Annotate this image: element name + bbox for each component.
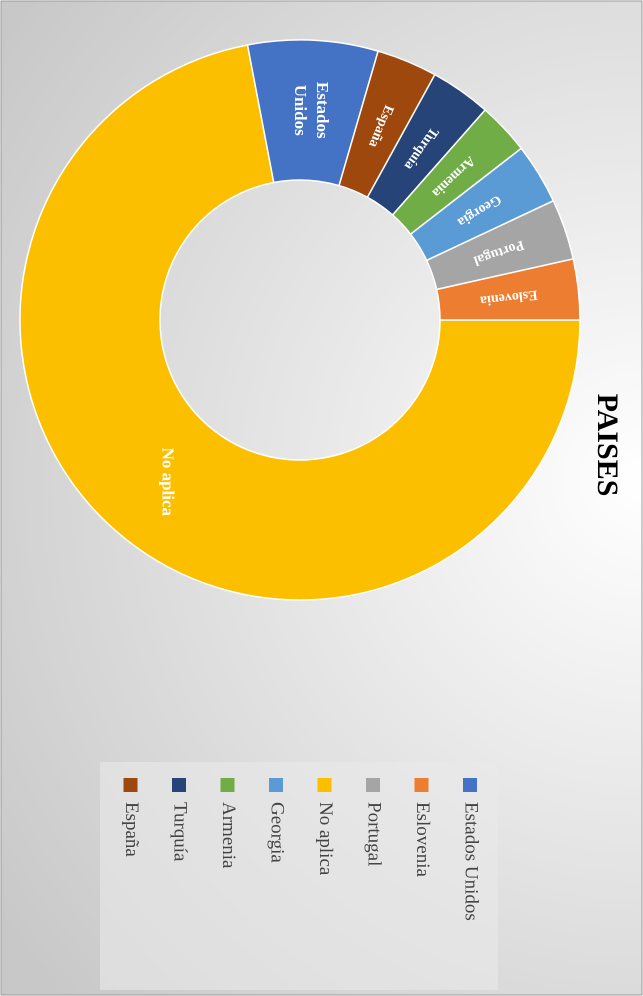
chart-title: PAISES	[591, 394, 624, 497]
legend-label: Eslovenia	[412, 802, 433, 877]
legend-marker	[463, 778, 477, 792]
slice-label: Unidos	[291, 85, 310, 136]
legend-label: España	[121, 802, 142, 857]
legend-marker	[123, 778, 138, 792]
legend-label: Georgia	[267, 802, 288, 863]
slice-label: Estados	[313, 82, 332, 139]
legend-marker	[317, 778, 332, 792]
slice-label: Eslovenia	[479, 287, 538, 308]
legend-marker	[220, 778, 235, 792]
legend-marker	[414, 778, 429, 792]
legend-marker	[172, 778, 186, 792]
slice-label: No aplica	[158, 448, 177, 517]
legend-box	[100, 762, 498, 990]
donut-slice	[19, 44, 581, 601]
legend-label: No aplica	[315, 802, 336, 876]
donut-slice	[435, 258, 581, 321]
legend-marker	[269, 778, 283, 792]
legend-label: Armenia	[218, 802, 239, 869]
legend-label: Estados Unidos	[461, 802, 482, 921]
legend-marker	[366, 778, 380, 792]
legend-label: Portugal	[364, 802, 385, 866]
legend-label: Turquía	[170, 802, 191, 862]
